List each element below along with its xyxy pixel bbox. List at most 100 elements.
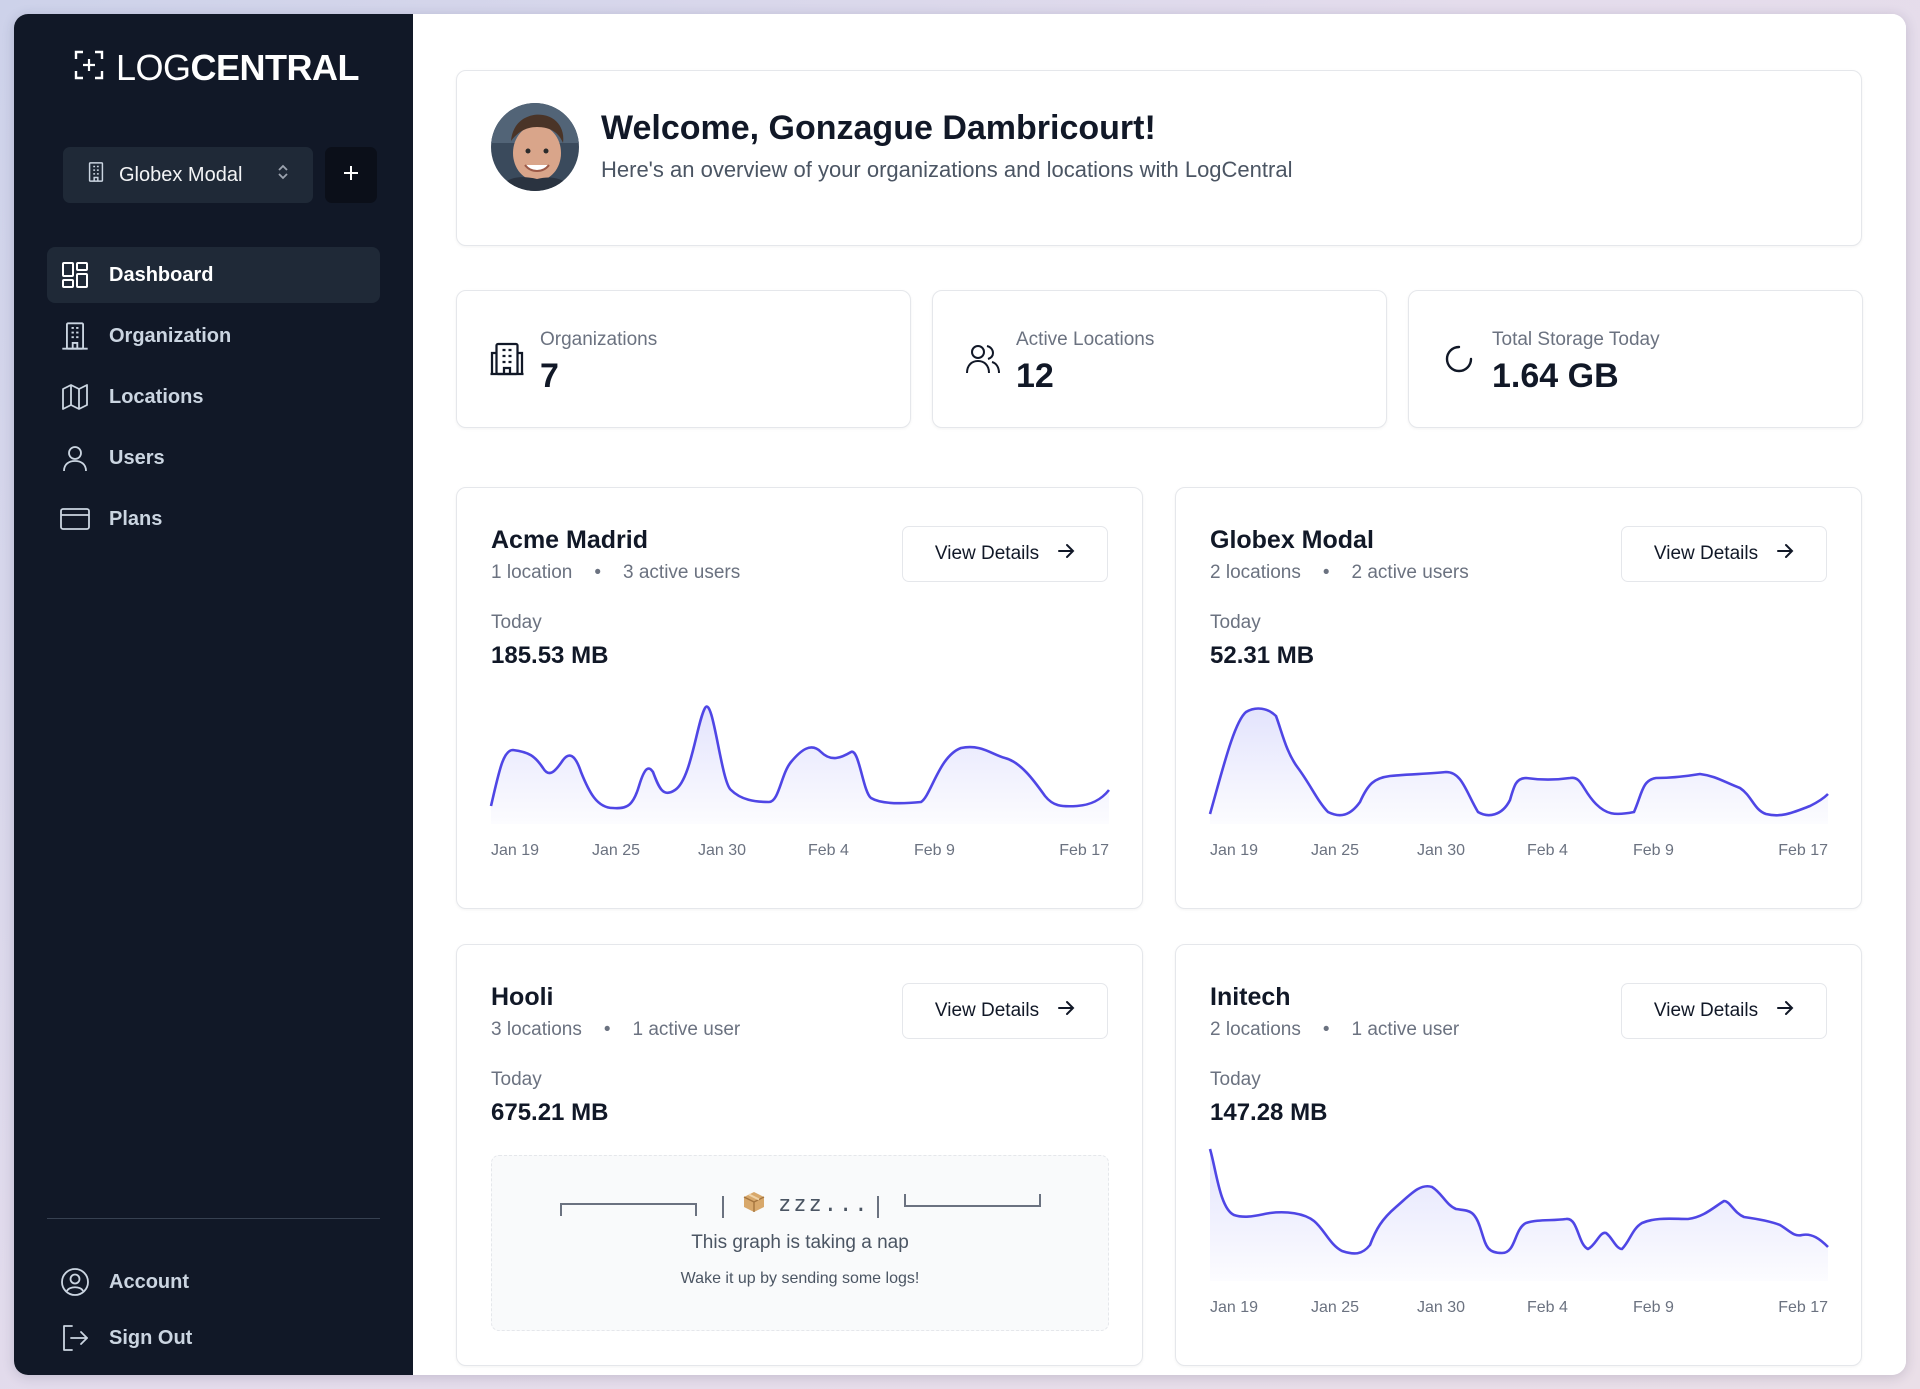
arrow-right-icon	[1057, 542, 1075, 566]
dashboard-icon	[59, 259, 91, 291]
x-tick-label: Feb 9	[914, 842, 955, 859]
view-details-button[interactable]: View Details	[1621, 526, 1827, 582]
building-icon	[489, 341, 525, 377]
sidebar-item-users[interactable]: Users	[47, 430, 380, 486]
storage-today: 675.21 MB	[491, 1099, 609, 1126]
org-user-count: 3 active users	[623, 562, 741, 583]
org-switcher-label: Globex Modal	[119, 163, 243, 186]
stat-active-locations: Active Locations 12	[932, 290, 1387, 428]
x-tick-label: Feb 9	[1633, 1299, 1674, 1316]
user-icon	[59, 442, 91, 474]
org-meta: 2 locations • 1 active user	[1210, 1019, 1459, 1041]
view-details-label: View Details	[1653, 1000, 1759, 1021]
x-tick-label: Feb 4	[1527, 842, 1568, 859]
storage-sparkline	[1208, 707, 1829, 824]
main-nav: Dashboard Organization Locations	[47, 247, 380, 552]
logo-text-bold: CENTRAL	[190, 47, 360, 88]
sidebar-divider	[47, 1218, 380, 1219]
sleeping-graph-art: zzz...	[492, 1188, 1108, 1222]
view-details-button[interactable]: View Details	[1621, 983, 1827, 1039]
x-axis-labels: Jan 19 Jan 25 Jan 30 Feb 4 Feb 9 Feb 17	[1210, 1299, 1828, 1321]
logo-bracket-icon	[74, 47, 104, 89]
plus-icon	[341, 163, 361, 188]
sidebar-item-label: Sign Out	[109, 1326, 193, 1349]
sidebar-item-account[interactable]: Account	[47, 1254, 380, 1310]
x-tick-label: Feb 17	[1778, 842, 1828, 859]
stat-organizations: Organizations 7	[456, 290, 911, 428]
chevron-up-down-icon	[275, 162, 291, 188]
sidebar: LOGCENTRAL Globex Modal	[14, 14, 413, 1375]
loading-circle-icon	[1441, 341, 1477, 377]
org-card-hooli: Hooli 3 locations • 1 active user View D…	[456, 944, 1143, 1366]
sidebar-item-label: Organization	[109, 324, 232, 347]
org-location-count: 3 locations	[491, 1019, 582, 1040]
x-axis-labels: Jan 19 Jan 25 Jan 30 Feb 4 Feb 9 Feb 17	[1210, 842, 1828, 864]
building-icon	[85, 161, 107, 189]
x-tick-label: Jan 25	[592, 842, 641, 859]
account-circle-icon	[59, 1266, 91, 1298]
welcome-card: Welcome, Gonzague Dambricourt! Here's an…	[456, 70, 1862, 246]
arrow-right-icon	[1776, 542, 1794, 566]
today-label: Today	[1210, 1069, 1261, 1090]
org-card-initech: Initech 2 locations • 1 active user View…	[1175, 944, 1862, 1366]
arrow-right-icon	[1776, 999, 1794, 1023]
users-icon	[965, 341, 1001, 377]
stat-value: 7	[540, 357, 559, 395]
storage-sparkline	[1208, 1148, 1829, 1281]
x-tick-label: Jan 19	[1210, 1299, 1259, 1316]
avatar[interactable]	[491, 103, 579, 191]
empty-graph-brackets	[560, 1194, 1041, 1218]
building-icon	[59, 320, 91, 352]
add-organization-button[interactable]	[325, 147, 377, 203]
today-label: Today	[491, 612, 542, 633]
sidebar-item-dashboard[interactable]: Dashboard	[47, 247, 380, 303]
welcome-title: Welcome, Gonzague Dambricourt!	[601, 109, 1156, 147]
view-details-button[interactable]: View Details	[902, 526, 1108, 582]
view-details-label: View Details	[934, 543, 1040, 564]
org-card-acme-madrid: Acme Madrid 1 location • 3 active users …	[456, 487, 1143, 909]
x-tick-label: Jan 19	[1210, 842, 1259, 859]
org-user-count: 1 active user	[1351, 1019, 1460, 1040]
logo[interactable]: LOGCENTRAL	[74, 38, 360, 98]
empty-graph-title: This graph is taking a nap	[691, 1232, 909, 1253]
stat-label: Organizations	[540, 329, 658, 350]
x-tick-label: Jan 19	[491, 842, 540, 859]
storage-today: 52.31 MB	[1210, 642, 1315, 669]
org-location-count: 2 locations	[1210, 562, 1301, 583]
logo-text-light: LOG	[116, 47, 191, 88]
today-label: Today	[491, 1069, 542, 1090]
org-name: Acme Madrid	[491, 526, 648, 554]
stat-label: Total Storage Today	[1492, 329, 1660, 350]
org-meta: 3 locations • 1 active user	[491, 1019, 740, 1041]
sidebar-item-organization[interactable]: Organization	[47, 308, 380, 364]
package-icon	[742, 1190, 766, 1218]
sign-out-icon	[59, 1322, 91, 1354]
separator-dot: •	[603, 1019, 611, 1040]
view-details-label: View Details	[1653, 543, 1759, 564]
sidebar-item-label: Locations	[109, 385, 204, 408]
org-switcher[interactable]: Globex Modal	[63, 147, 313, 203]
x-tick-label: Feb 17	[1778, 1299, 1828, 1316]
x-tick-label: Jan 30	[698, 842, 747, 859]
arrow-right-icon	[1057, 999, 1075, 1023]
x-tick-label: Jan 25	[1311, 1299, 1360, 1316]
sidebar-item-sign-out[interactable]: Sign Out	[47, 1310, 380, 1366]
x-tick-label: Jan 30	[1417, 842, 1466, 859]
sidebar-item-plans[interactable]: Plans	[47, 491, 380, 547]
sidebar-item-label: Users	[109, 446, 165, 469]
app-window: LOGCENTRAL Globex Modal	[14, 14, 1906, 1375]
x-tick-label: Jan 30	[1417, 1299, 1466, 1316]
main-content: Welcome, Gonzague Dambricourt! Here's an…	[413, 14, 1906, 1375]
org-meta: 2 locations • 2 active users	[1210, 562, 1469, 584]
sidebar-item-label: Account	[109, 1270, 189, 1293]
map-icon	[59, 381, 91, 413]
org-location-count: 2 locations	[1210, 1019, 1301, 1040]
sidebar-item-locations[interactable]: Locations	[47, 369, 380, 425]
org-card-globex-modal: Globex Modal 2 locations • 2 active user…	[1175, 487, 1862, 909]
x-tick-label: Feb 4	[1527, 1299, 1568, 1316]
empty-graph-subtitle: Wake it up by sending some logs!	[680, 1270, 920, 1287]
org-name: Hooli	[491, 983, 554, 1011]
storage-sparkline	[489, 705, 1111, 824]
org-location-count: 1 location	[491, 562, 573, 583]
view-details-button[interactable]: View Details	[902, 983, 1108, 1039]
